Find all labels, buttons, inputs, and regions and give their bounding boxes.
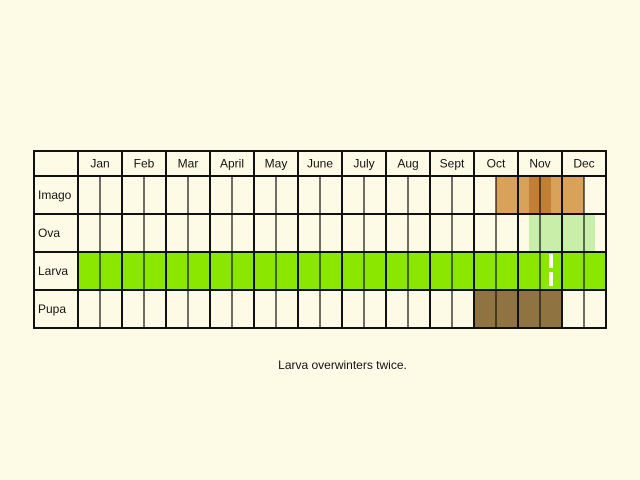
month-label-may: May	[265, 157, 288, 171]
month-label-jan: Jan	[90, 157, 109, 171]
month-label-june: June	[307, 157, 333, 171]
month-label-mar: Mar	[178, 157, 199, 171]
month-label-nov: Nov	[529, 157, 550, 171]
month-label-sept: Sept	[440, 157, 465, 171]
row-label-imago: Imago	[38, 188, 72, 202]
row-label-ova: Ova	[38, 226, 60, 240]
month-label-july: July	[353, 157, 374, 171]
caption: Larva overwinters twice.	[278, 358, 407, 372]
chart-border	[33, 150, 607, 329]
month-label-aug: Aug	[397, 157, 418, 171]
month-label-oct: Oct	[487, 157, 506, 171]
row-label-larva: Larva	[38, 264, 68, 278]
chart-grid	[33, 150, 607, 329]
month-label-feb: Feb	[134, 157, 155, 171]
month-label-dec: Dec	[573, 157, 594, 171]
chart-labels: Jan Feb Mar April May June July Aug Sept Oct Nov De…	[38, 157, 595, 317]
row-label-pupa: Pupa	[38, 302, 66, 316]
month-label-april: April	[220, 157, 244, 171]
